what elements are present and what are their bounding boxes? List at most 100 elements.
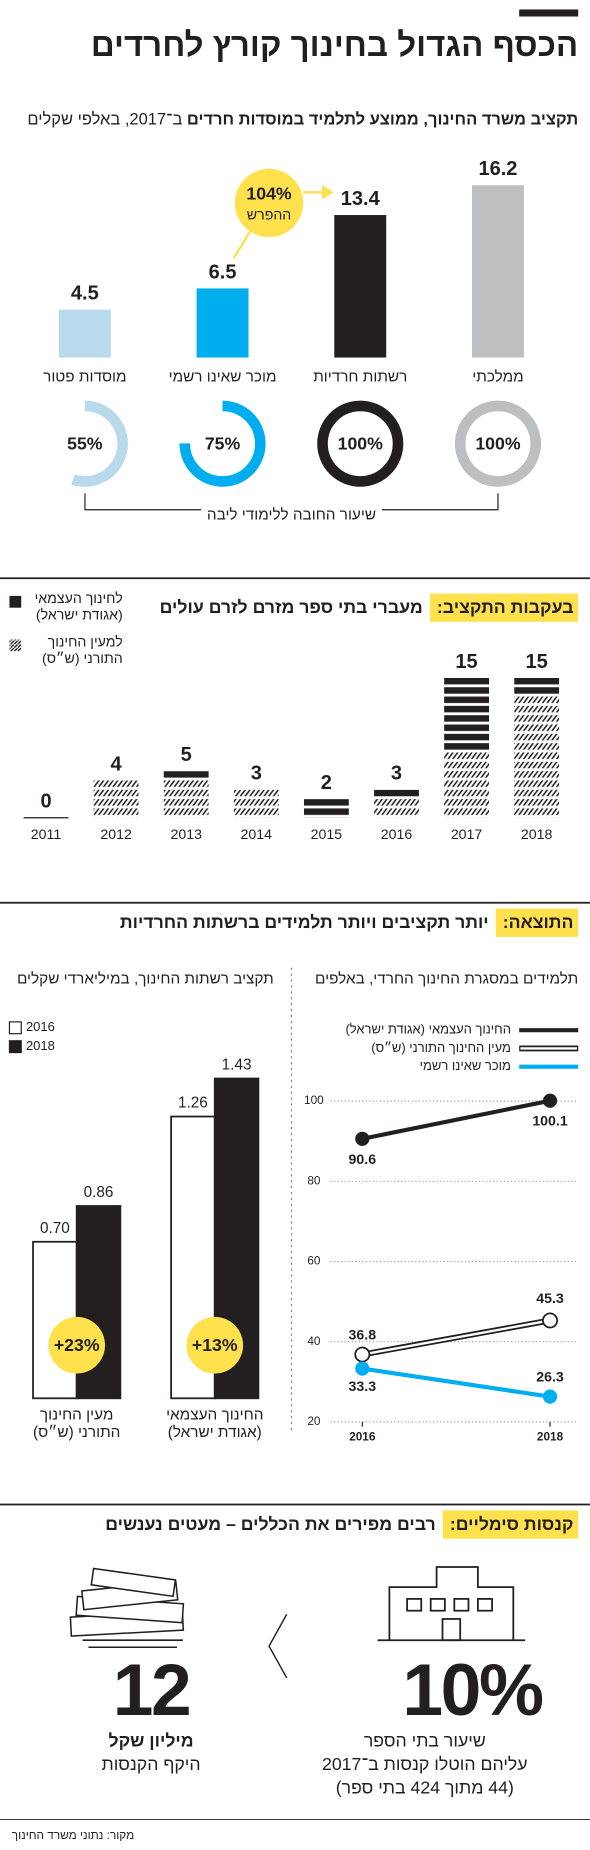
- legend-swatch: [9, 639, 22, 652]
- building-icon: [377, 1566, 526, 1642]
- title-bold: תקציב משרד החינוך, ממוצע לתלמיד במוסדות …: [187, 111, 578, 129]
- total-label: 0: [40, 791, 51, 813]
- stat-text: היקף הקנסות: [101, 1754, 200, 1774]
- legend-label: לחינוך העצמאי (אגודת ישראל): [34, 590, 123, 624]
- change-label: +23%: [54, 1335, 100, 1355]
- point: [355, 1361, 370, 1376]
- bar-segment: [93, 780, 139, 818]
- y-tick-label: 60: [307, 1255, 321, 1268]
- bar-segment: [233, 789, 279, 818]
- x-tick-label: 2014: [241, 827, 273, 843]
- big-stat: 10%: [402, 1649, 543, 1731]
- change-circle: [48, 1316, 106, 1374]
- donut-title: שיעור החובה ללימודי ליבה: [207, 507, 376, 524]
- total-label: 2: [321, 772, 332, 794]
- bill: [90, 1567, 177, 1598]
- annotation-circle: [234, 168, 304, 238]
- x-tick-label: 2018: [521, 827, 553, 843]
- x-tick-label: 2016: [349, 1430, 376, 1443]
- change-label: +13%: [192, 1335, 238, 1355]
- x-tick-label: 2016: [381, 827, 413, 843]
- legend-swatch: [9, 595, 22, 608]
- line: [362, 1366, 551, 1399]
- bar-segment: [444, 677, 489, 753]
- big-stat: 12: [113, 1649, 190, 1731]
- point-label: 33.3: [349, 1379, 377, 1395]
- door: [441, 1618, 462, 1642]
- point: [542, 1093, 558, 1108]
- section-tag: קנסות סימליים:: [450, 1514, 574, 1534]
- stat-text: (44 מתוך 424 בתי ספר): [336, 1778, 514, 1798]
- bar-value: 16.2: [478, 158, 517, 180]
- donut-arc: [179, 400, 266, 487]
- stat-text: עליהם הוטלו קנסות ב־2017: [322, 1754, 528, 1774]
- money-icon: [69, 1567, 185, 1649]
- category-label: מוכר שאינו רשמי: [169, 369, 277, 386]
- arrow-head: [322, 185, 334, 200]
- bar-value: 0.70: [40, 1220, 70, 1237]
- bill-lines: [82, 1639, 183, 1649]
- category-label: רשתות חרדיות: [313, 369, 407, 386]
- main-title: הכסף הגדול בחינוך קורץ לחרדים: [91, 26, 578, 63]
- legend-label: 2018: [26, 1038, 55, 1053]
- annotation-label: 104%: [246, 183, 292, 203]
- legend-swatch: [8, 1040, 22, 1054]
- bar-segment: [444, 752, 489, 818]
- category-label: מעין החינוך התורני (ש״ס): [32, 1405, 121, 1441]
- section-title: רבים מפירים את הכללים – מעטים נענשים: [105, 1514, 436, 1534]
- bar: [196, 288, 249, 358]
- legend-label: מעין החינוך התורני (ש״ס): [371, 1040, 511, 1055]
- stat-unit: מיליון שקל: [108, 1730, 193, 1750]
- bar-segment: [514, 677, 560, 697]
- bar-value: 0.86: [84, 1184, 114, 1201]
- donut-arc: [317, 400, 404, 487]
- category-label: ממלכתי: [472, 369, 523, 386]
- window: [477, 1598, 493, 1612]
- legend-label: 2016: [26, 1019, 55, 1034]
- section-tag: בעקבות התקציב:: [437, 597, 574, 617]
- legend-label: למעין החינוך התורני (ש״ס): [42, 633, 123, 667]
- point: [542, 1389, 558, 1404]
- section-tag: התוצאה:: [503, 912, 574, 932]
- title-bar: [519, 9, 579, 17]
- window: [406, 1598, 423, 1612]
- bar-segment: [514, 696, 560, 818]
- change-circle: [186, 1316, 244, 1374]
- point: [355, 1131, 370, 1146]
- y-tick-label: 80: [307, 1174, 321, 1187]
- bar: [58, 309, 111, 358]
- donut-arc: [454, 400, 542, 487]
- stat-text: שיעור בתי הספר: [364, 1730, 486, 1750]
- bar-segment: [303, 799, 349, 818]
- legend-label: מוכר שאינו רשמי: [420, 1058, 511, 1073]
- x-tick-label: 2013: [170, 827, 202, 843]
- bracket-gap: [200, 502, 382, 527]
- donut-label: 55%: [67, 434, 103, 454]
- line: [361, 1098, 551, 1141]
- section-title: יותר תקציבים ויותר תלמידים ברשתות החרדיו…: [120, 912, 489, 932]
- bar-value: 4.5: [71, 283, 99, 305]
- point-label: 90.6: [349, 1152, 377, 1168]
- annotation-text: ההפרש: [247, 208, 291, 224]
- bar-segment: [374, 799, 419, 818]
- total-label: 4: [111, 753, 123, 775]
- bar-value: 13.4: [341, 188, 381, 210]
- total-label: 15: [526, 651, 548, 673]
- donut-label: 100%: [475, 434, 521, 454]
- x-tick-label: 2015: [311, 827, 343, 843]
- x-tick-label: 2012: [100, 827, 132, 843]
- total-label: 3: [251, 763, 262, 785]
- connector: [232, 230, 252, 260]
- category-label: החינוך העצמאי (אגודת ישראל): [166, 1405, 264, 1441]
- point-label: 36.8: [349, 1327, 377, 1343]
- section-tag-bg: [442, 1510, 579, 1539]
- bar-value: 1.43: [222, 1057, 252, 1074]
- point-label: 100.1: [532, 1114, 568, 1130]
- total-label: 3: [391, 763, 402, 785]
- window: [453, 1598, 470, 1612]
- bar-segment: [374, 789, 419, 800]
- bar-value: 6.5: [209, 261, 237, 283]
- category-label: מוסדות פטור: [43, 369, 126, 386]
